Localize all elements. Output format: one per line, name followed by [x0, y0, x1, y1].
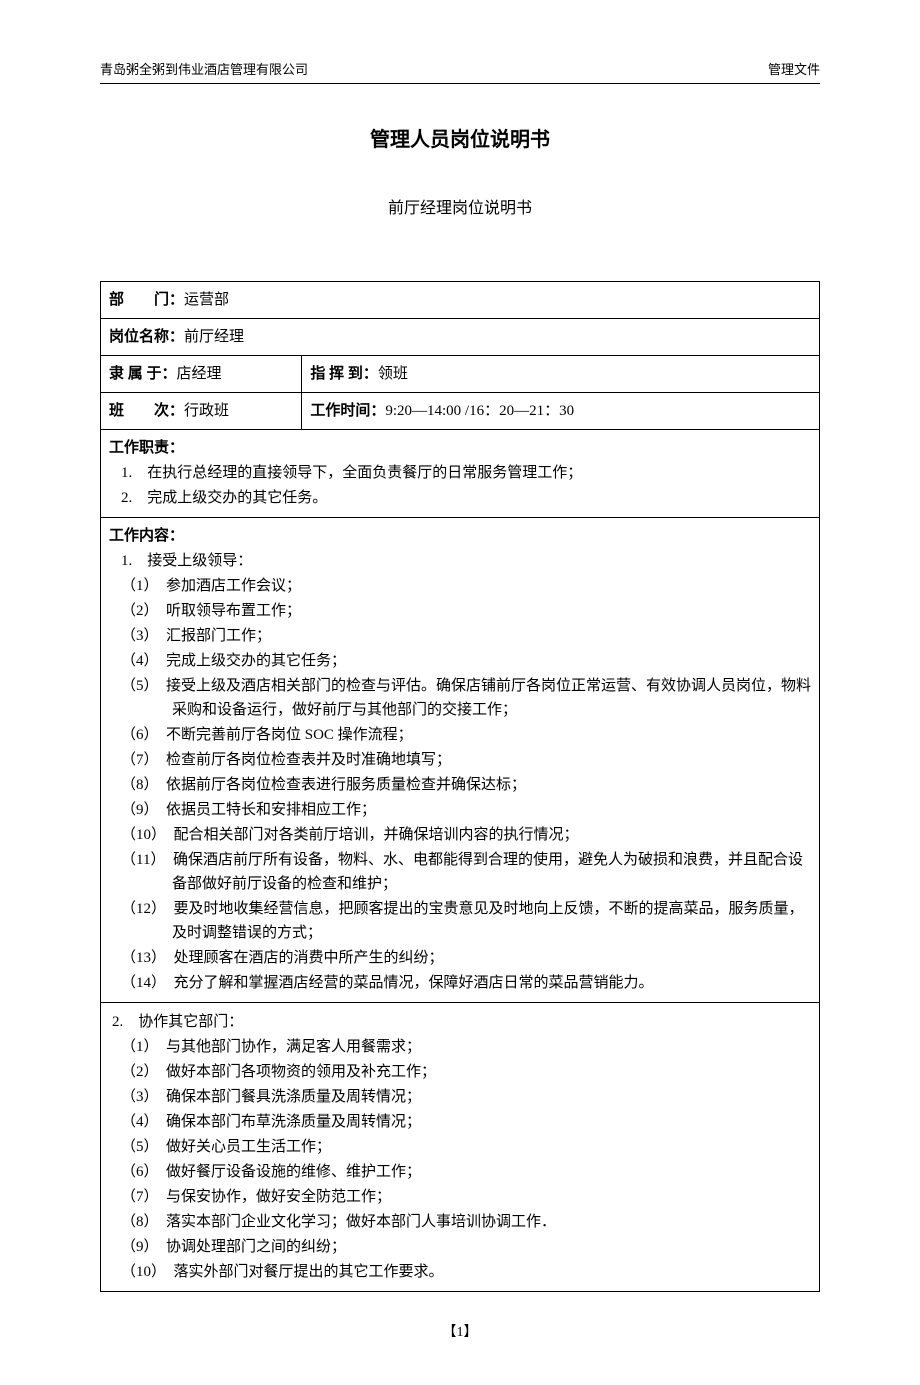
- worktime-cell: 工作时间：9:20—14:00 /16：20—21：30: [302, 393, 820, 430]
- content-section2-title-line: 2. 协作其它部门：: [109, 1010, 811, 1034]
- reports-to-label: 隶 属 于：: [109, 366, 177, 382]
- directs-cell: 指 挥 到：领班: [302, 356, 820, 393]
- content-item: （8） 落实本部门企业文化学习；做好本部门人事培训协调工作．: [109, 1210, 811, 1234]
- duty-item: 2. 完成上级交办的其它任务。: [109, 486, 811, 510]
- duty-item: 1. 在执行总经理的直接领导下，全面负责餐厅的日常服务管理工作；: [109, 461, 811, 485]
- content-section2-list: （1） 与其他部门协作，满足客人用餐需求；（2） 做好本部门各项物资的领用及补充…: [109, 1035, 811, 1284]
- duties-heading: 工作职责：: [109, 436, 811, 460]
- content-item: （7） 检查前厅各岗位检查表并及时准确地填写；: [109, 748, 811, 772]
- duties-list: 1. 在执行总经理的直接领导下，全面负责餐厅的日常服务管理工作；2. 完成上级交…: [109, 461, 811, 510]
- content-section1-cell: 工作内容： 1. 接受上级领导： （1） 参加酒店工作会议；（2） 听取领导布置…: [101, 518, 820, 1003]
- reports-to-cell: 隶 属 于：店经理: [101, 356, 302, 393]
- content-item: （10） 落实外部门对餐厅提出的其它工作要求。: [109, 1260, 811, 1284]
- content-section2-title: 协作其它部门：: [138, 1014, 243, 1030]
- directs-value: 领班: [378, 366, 408, 382]
- worktime-value: 9:20—14:00 /16：20—21：30: [385, 403, 574, 419]
- doc-type: 管理文件: [768, 60, 820, 81]
- content-heading: 工作内容：: [109, 524, 811, 548]
- content-item: （9） 协调处理部门之间的纠纷；: [109, 1235, 811, 1259]
- content-item: （11） 确保酒店前厅所有设备，物料、水、电都能得到合理的使用，避免人为破损和浪…: [109, 848, 811, 896]
- document-title: 管理人员岗位说明书: [100, 124, 820, 156]
- content-item: （7） 与保安协作，做好安全防范工作；: [109, 1185, 811, 1209]
- content-item: （1） 参加酒店工作会议；: [109, 574, 811, 598]
- dept-value: 运营部: [184, 292, 229, 308]
- content-item: （12） 要及时地收集经营信息，把顾客提出的宝贵意见及时地向上反馈，不断的提高菜…: [109, 897, 811, 945]
- content-section2-cell: 2. 协作其它部门： （1） 与其他部门协作，满足客人用餐需求；（2） 做好本部…: [101, 1003, 820, 1292]
- document-subtitle: 前厅经理岗位说明书: [100, 196, 820, 222]
- shift-value: 行政班: [184, 403, 229, 419]
- position-value: 前厅经理: [184, 329, 244, 345]
- content-item: （6） 做好餐厅设备设施的维修、维护工作；: [109, 1160, 811, 1184]
- company-name: 青岛粥全粥到伟业酒店管理有限公司: [100, 60, 308, 81]
- content-item: （4） 完成上级交办的其它任务；: [109, 649, 811, 673]
- content-item: （2） 听取领导布置工作；: [109, 599, 811, 623]
- content-section1-list: （1） 参加酒店工作会议；（2） 听取领导布置工作；（3） 汇报部门工作；（4）…: [109, 574, 811, 995]
- directs-label: 指 挥 到：: [310, 366, 378, 382]
- content-item: （8） 依据前厅各岗位检查表进行服务质量检查并确保达标；: [109, 773, 811, 797]
- content-item: （3） 汇报部门工作；: [109, 624, 811, 648]
- content-item: （3） 确保本部门餐具洗涤质量及周转情况；: [109, 1085, 811, 1109]
- page-header: 青岛粥全粥到伟业酒店管理有限公司 管理文件: [100, 60, 820, 84]
- content-item: （5） 做好关心员工生活工作；: [109, 1135, 811, 1159]
- page-number: 【1】: [100, 1322, 820, 1344]
- reports-to-value: 店经理: [177, 366, 222, 382]
- content-item: （5） 接受上级及酒店相关部门的检查与评估。确保店铺前厅各岗位正常运营、有效协调…: [109, 674, 811, 722]
- position-label: 岗位名称：: [109, 329, 184, 345]
- dept-row: 部 门：运营部: [101, 282, 820, 319]
- duties-cell: 工作职责： 1. 在执行总经理的直接领导下，全面负责餐厅的日常服务管理工作；2.…: [101, 430, 820, 518]
- content-item: （1） 与其他部门协作，满足客人用餐需求；: [109, 1035, 811, 1059]
- content-item: （10） 配合相关部门对各类前厅培训，并确保培训内容的执行情况；: [109, 823, 811, 847]
- content-item: （14） 充分了解和掌握酒店经营的菜品情况，保障好酒店日常的菜品营销能力。: [109, 971, 811, 995]
- info-table: 部 门：运营部 岗位名称：前厅经理 隶 属 于：店经理 指 挥 到：领班 班 次…: [100, 281, 820, 1292]
- content-item: （4） 确保本部门布草洗涤质量及周转情况；: [109, 1110, 811, 1134]
- dept-label: 部 门：: [109, 292, 184, 308]
- shift-cell: 班 次：行政班: [101, 393, 302, 430]
- worktime-label: 工作时间：: [310, 403, 385, 419]
- content-item: （9） 依据员工特长和安排相应工作；: [109, 798, 811, 822]
- content-item: （6） 不断完善前厅各岗位 SOC 操作流程；: [109, 723, 811, 747]
- content-section1-title-wrap: 1. 接受上级领导：: [109, 549, 811, 573]
- position-row: 岗位名称：前厅经理: [101, 319, 820, 356]
- content-item: （13） 处理顾客在酒店的消费中所产生的纠纷；: [109, 946, 811, 970]
- shift-label: 班 次：: [109, 403, 184, 419]
- content-section2-title-wrap: 2. 协作其它部门：: [109, 1010, 811, 1034]
- content-item: （2） 做好本部门各项物资的领用及补充工作；: [109, 1060, 811, 1084]
- content-section1-title: 接受上级领导：: [147, 553, 252, 569]
- content-section1-title-line: 1. 接受上级领导：: [109, 549, 811, 573]
